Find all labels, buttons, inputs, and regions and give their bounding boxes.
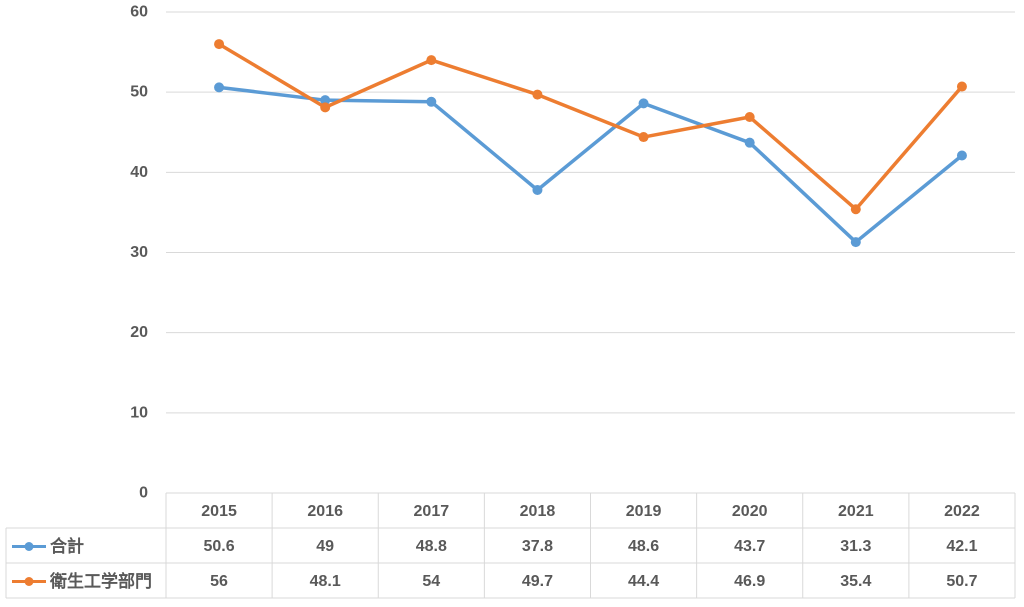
y-tick-label: 30: [130, 244, 148, 261]
data-point: [214, 39, 225, 50]
data-point: [850, 204, 861, 215]
series-line: [217, 85, 964, 244]
y-tick-label: 50: [130, 84, 148, 101]
data-label: 48.6: [628, 538, 659, 555]
data-point: [956, 150, 967, 161]
data-label: 49: [316, 538, 334, 555]
data-label: 35.4: [840, 573, 871, 590]
data-label: 48.8: [416, 538, 447, 555]
y-tick-label: 60: [130, 4, 148, 21]
data-point: [744, 137, 755, 148]
data-point: [214, 82, 225, 93]
data-label: 56: [210, 573, 228, 590]
data-point: [850, 237, 861, 248]
y-tick-label: 20: [130, 324, 148, 341]
data-point: [320, 102, 331, 113]
data-label: 31.3: [840, 538, 871, 555]
legend-key-marker: [24, 577, 34, 586]
x-tick-label: 2017: [414, 503, 450, 520]
data-label: 44.4: [628, 573, 659, 590]
data-point: [638, 132, 649, 143]
data-label: 43.7: [734, 538, 765, 555]
x-tick-label: 2022: [944, 503, 980, 520]
data-point: [532, 89, 543, 100]
data-point: [426, 96, 437, 107]
x-tick-label: 2021: [838, 503, 874, 520]
data-point: [426, 55, 437, 66]
data-point: [956, 81, 967, 92]
legend-label: 衛生工学部門: [49, 571, 152, 591]
data-point: [744, 112, 755, 123]
x-tick-label: 2018: [520, 503, 556, 520]
x-tick-label: 2020: [732, 503, 768, 520]
y-tick-label: 40: [130, 164, 148, 181]
data-label: 37.8: [522, 538, 553, 555]
data-label: 48.1: [310, 573, 341, 590]
data-label: 42.1: [946, 538, 977, 555]
data-label: 50.7: [946, 573, 977, 590]
data-label: 46.9: [734, 573, 765, 590]
y-tick-label: 10: [130, 404, 148, 421]
data-label: 49.7: [522, 573, 553, 590]
x-tick-label: 2019: [626, 503, 662, 520]
series-line: [217, 42, 964, 211]
data-point: [320, 95, 331, 106]
y-tick-label: 0: [139, 485, 148, 502]
legend-label: 合計: [50, 536, 84, 556]
x-tick-label: 2016: [307, 503, 343, 520]
legend-key-marker: [24, 542, 34, 551]
data-label: 50.6: [203, 538, 234, 555]
data-label: 54: [422, 573, 440, 590]
data-point: [638, 98, 649, 109]
data-point: [532, 184, 543, 195]
x-tick-label: 2015: [201, 503, 237, 520]
